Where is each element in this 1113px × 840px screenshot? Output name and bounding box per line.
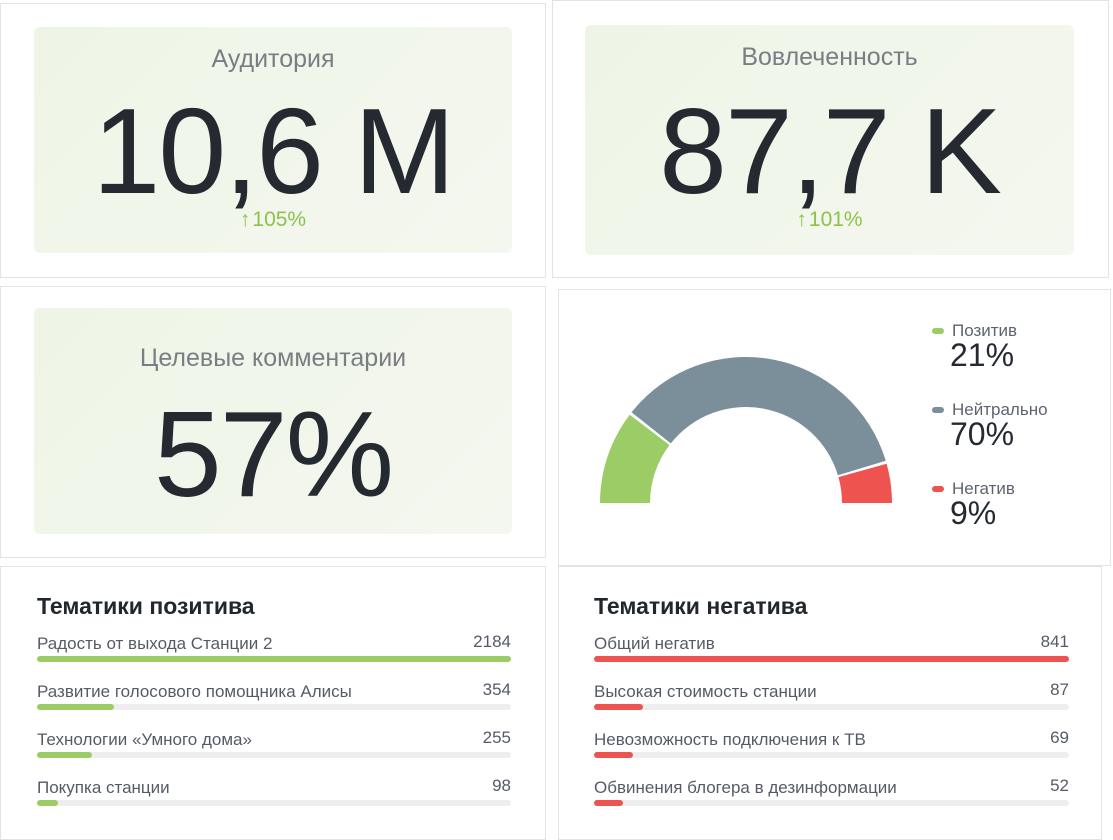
negative-topic-row-label: Высокая стоимость станции [594,682,817,701]
positive-topic-row-value: 98 [492,776,511,795]
legend-negative: Негатив 9% [932,479,1015,529]
positive-topic-row-bar-fill [37,656,511,662]
positive-topic-row-bar-track [37,800,511,806]
legend-positive-value: 21% [950,337,1015,373]
target-comments-value: 57% [153,386,394,522]
negative-topic-row-bar-track [594,752,1069,758]
positive-topic-row-label: Технологии «Умного дома» [37,730,252,749]
positive-topic-row: Покупка станции 98 [37,776,511,808]
positive-topic-row-value: 2184 [473,632,511,651]
negative-topic-row: Обвинения блогера в дезинформации 52 [594,776,1069,808]
negative-topic-row-bar-track [594,800,1069,806]
legend-negative-dot [932,486,944,492]
engagement-panel: Вовлеченность 87,7 K ↑101% [585,25,1074,255]
engagement-delta-value: 101% [808,208,863,231]
negative-topic-row-label: Невозможность подключения к ТВ [594,730,866,749]
negative-topic-row-value: 87 [1050,680,1069,699]
audience-title: Аудитория [211,45,335,73]
engagement-delta: ↑101% [585,208,1074,232]
positive-topic-row-bar-track [37,656,511,662]
positive-topic-row-bar-fill [37,800,59,806]
arrow-up-icon: ↑ [239,208,251,231]
negative-topic-row: Невозможность подключения к ТВ 69 [594,728,1069,760]
audience-delta: ↑105% [34,208,512,232]
negative-topic-row-bar-track [594,704,1069,710]
negative-topic-row-bar-fill [594,656,1069,662]
positive-topic-row-bar-fill [37,704,114,710]
positive-topic-row: Развитие голосового помощника Алисы 354 [37,680,511,712]
negative-topic-row-bar-fill [594,800,624,806]
legend-negative-label: Негатив [952,479,1015,498]
positive-topic-row: Радость от выхода Станции 2 2184 [37,632,511,664]
negative-topic-row-label: Обвинения блогера в дезинформации [594,778,897,797]
negative-topic-row-bar-track [594,656,1069,662]
legend-neutral: Нейтрально 70% [932,400,1048,450]
engagement-value: 87,7 K [659,83,1002,219]
positive-topic-row-bar-track [37,704,511,710]
legend-neutral-label: Нейтрально [952,400,1048,419]
legend-negative-value: 9% [950,495,997,531]
audience-delta-value: 105% [252,208,307,231]
negative-topic-row: Высокая стоимость станции 87 [594,680,1069,712]
negative-topics-title: Тематики негатива [594,593,808,619]
positive-topics-title: Тематики позитива [37,593,255,619]
target-comments-panel: Целевые комментарии 57% [34,308,512,534]
arrow-up-icon: ↑ [796,208,807,231]
legend-positive: Позитив 21% [932,321,1017,371]
positive-topic-row-label: Развитие голосового помощника Алисы [37,682,352,701]
legend-neutral-dot [932,407,944,413]
negative-topic-row-value: 841 [1040,632,1069,651]
positive-topic-row-label: Радость от выхода Станции 2 [37,634,273,653]
positive-topic-row-value: 354 [482,680,511,699]
positive-topic-row-value: 255 [482,728,511,747]
negative-topic-row-label: Общий негатив [594,634,715,653]
engagement-title: Вовлеченность [741,43,918,71]
legend-positive-label: Позитив [952,321,1018,340]
legend-neutral-value: 70% [950,416,1015,452]
positive-topic-row-label: Покупка станции [37,778,170,797]
positive-topic-row-bar-fill [37,752,93,758]
negative-topic-row-value: 69 [1050,728,1069,747]
positive-topic-row: Технологии «Умного дома» 255 [37,728,511,760]
negative-topic-row-bar-fill [594,704,644,710]
negative-topic-row-bar-fill [594,752,633,758]
legend-positive-dot [932,328,944,334]
negative-topic-row-value: 52 [1050,776,1069,795]
negative-topic-row: Общий негатив 841 [594,632,1069,664]
audience-panel: Аудитория 10,6 M ↑105% [34,27,512,253]
target-comments-title: Целевые комментарии [139,344,407,372]
audience-value: 10,6 M [92,83,456,219]
positive-topic-row-bar-track [37,752,511,758]
